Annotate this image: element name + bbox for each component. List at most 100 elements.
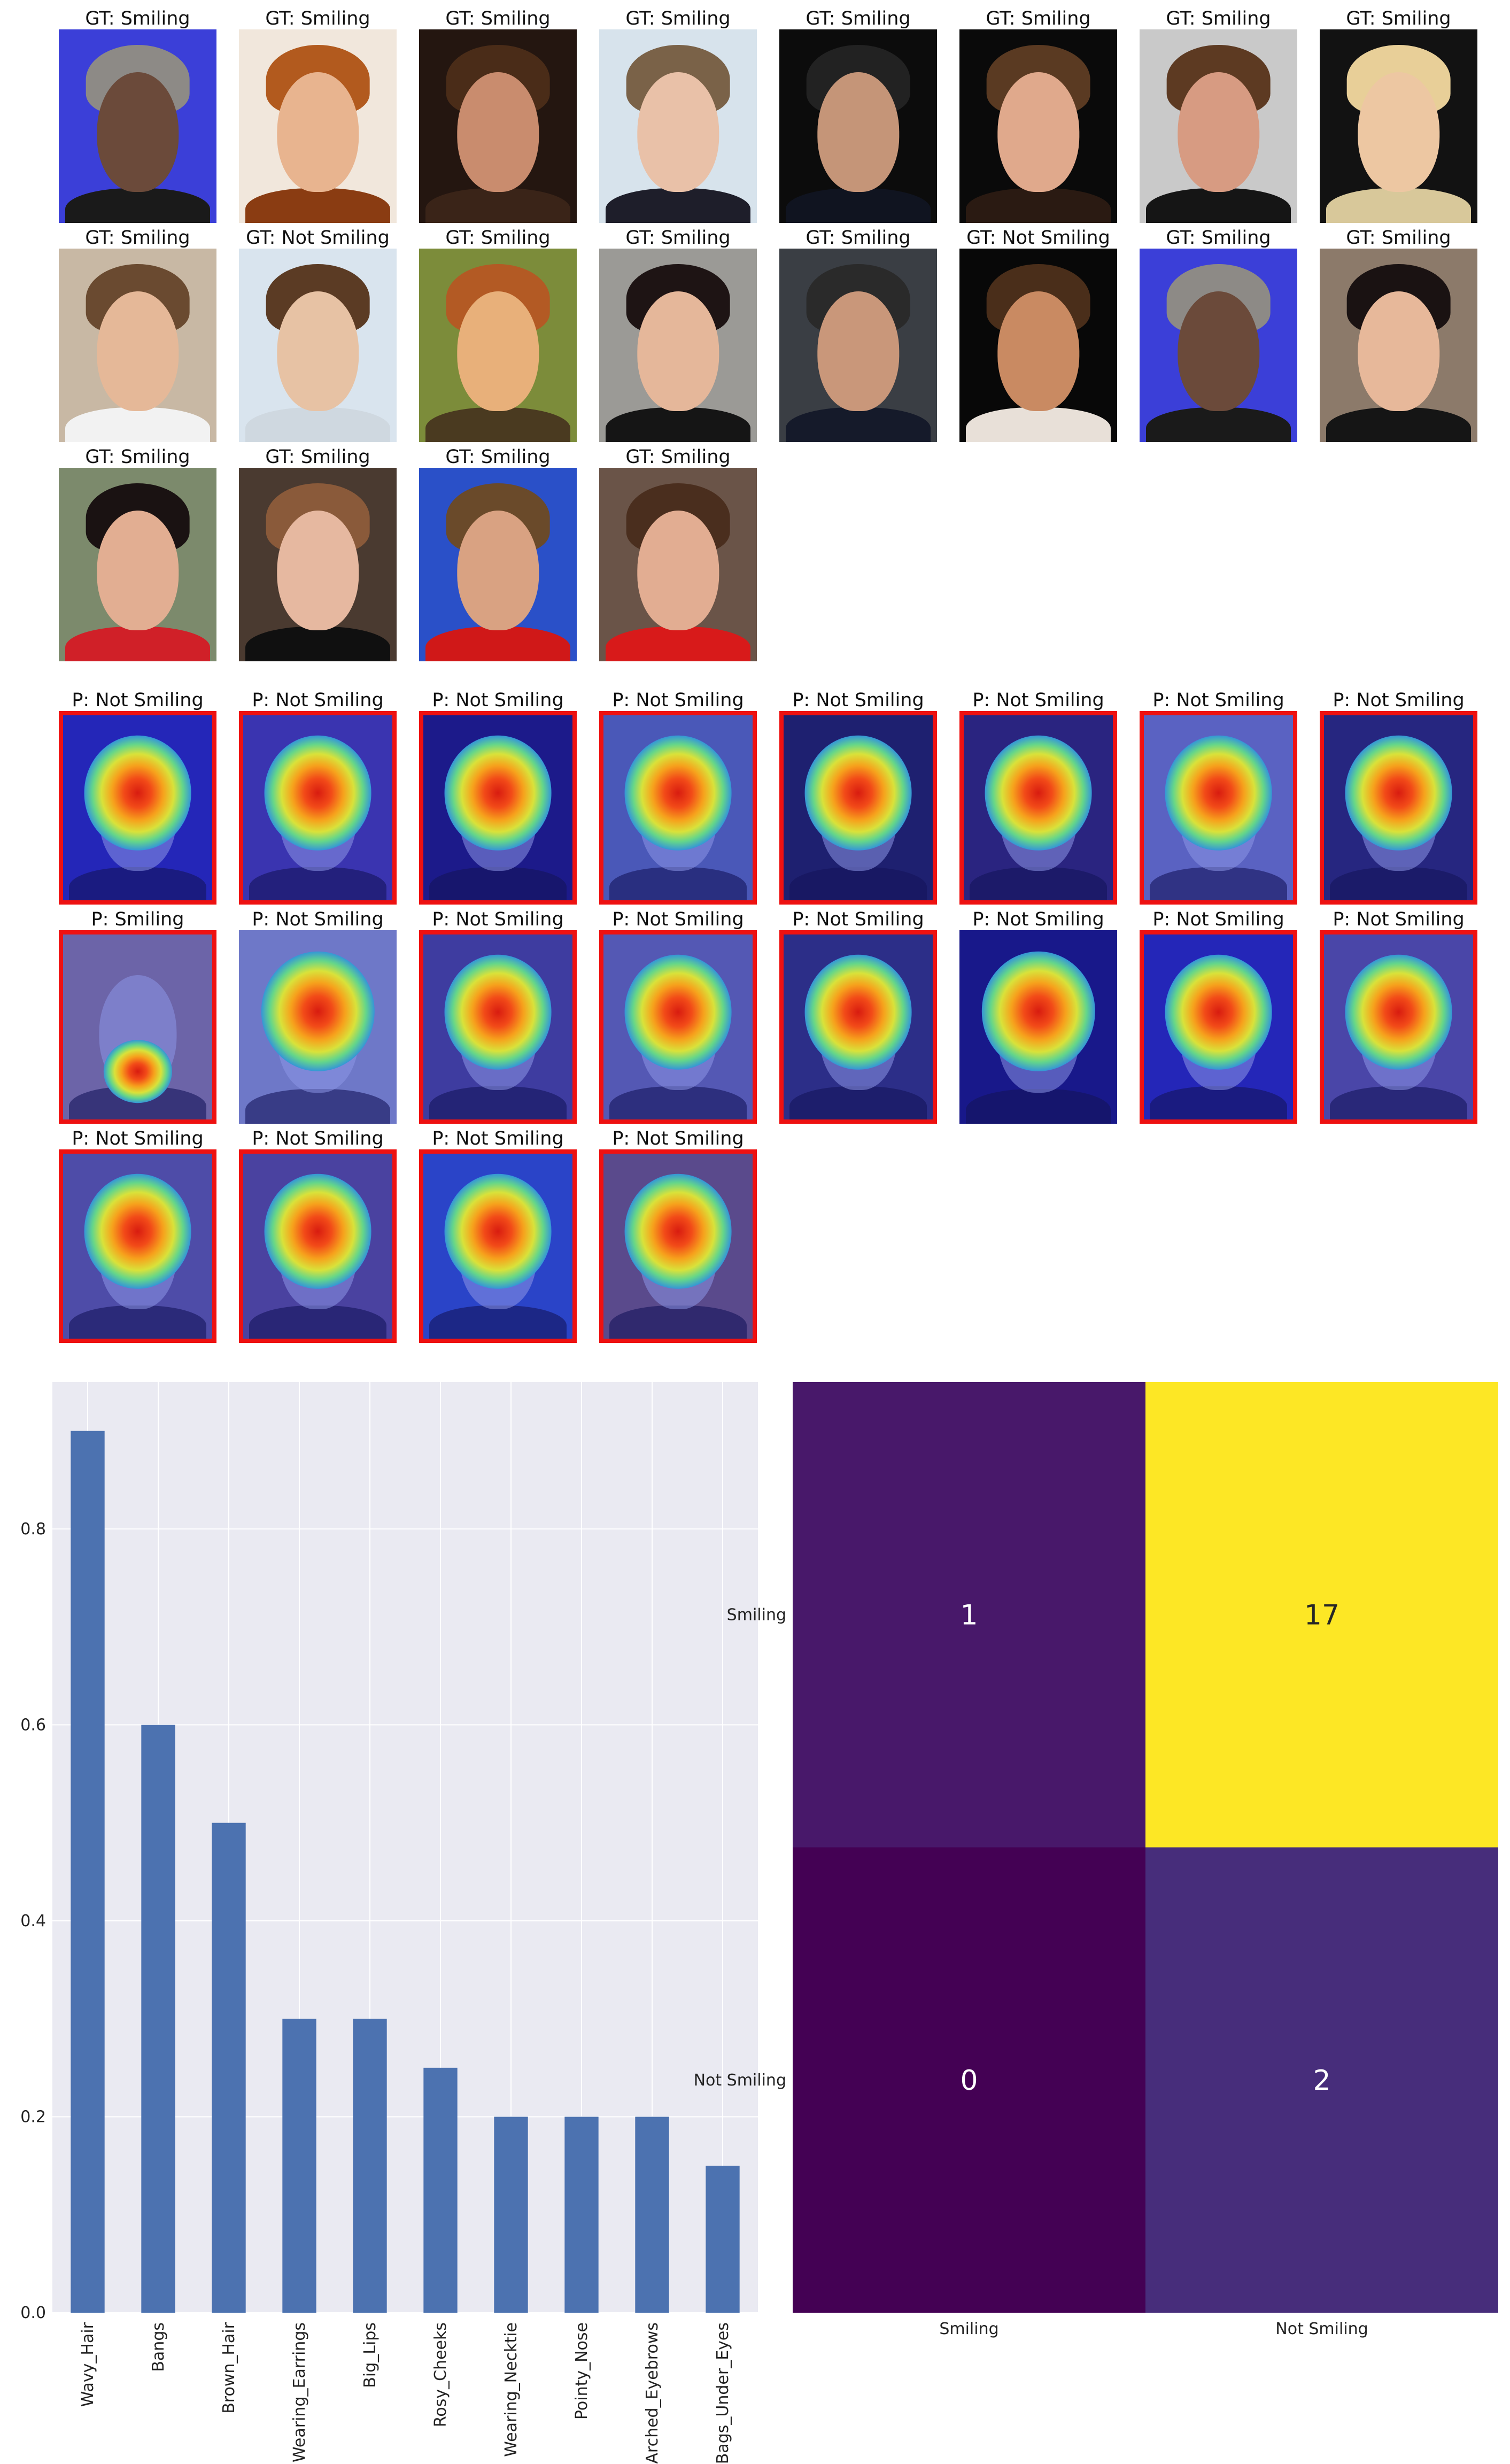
gradcam-heat-blob: [264, 736, 371, 851]
confusion-cell-value: 0: [960, 2065, 978, 2097]
pred-label: P: Not Smiling: [612, 690, 744, 711]
gradcam-heat-blob: [264, 1174, 371, 1289]
face-photo: [419, 29, 577, 223]
gt-label: GT: Smiling: [1346, 8, 1451, 29]
gt-label: GT: Smiling: [806, 227, 911, 249]
gt-tile: GT: Smiling: [419, 446, 577, 661]
gt-tile: GT: Smiling: [959, 8, 1117, 223]
gradcam-heat-blob: [1345, 736, 1452, 851]
gradcam-overlay-image: [1140, 711, 1297, 905]
gt-label: GT: Smiling: [625, 227, 731, 249]
x-tick-label: Rosy_Cheeks: [431, 2322, 450, 2427]
pred-label: P: Not Smiling: [792, 690, 924, 711]
gt-label: GT: Smiling: [806, 8, 911, 29]
bar-pointy-nose: [564, 2117, 599, 2313]
gt-label: GT: Smiling: [625, 446, 731, 468]
gradcam-overlay-image: [239, 930, 397, 1124]
gt-label: GT: Smiling: [265, 8, 370, 29]
confusion-cell: [793, 1382, 1145, 1848]
gt-tile: GT: Smiling: [779, 227, 937, 442]
gradcam-overlay-image: [239, 711, 397, 905]
gradcam-heat-blob: [624, 1174, 732, 1289]
pred-label: P: Not Smiling: [252, 690, 384, 711]
gt-tile: GT: Smiling: [779, 8, 937, 223]
gradcam-heat-blob: [1165, 736, 1272, 851]
gradcam-overlay-image: [419, 711, 577, 905]
gradcam-heat-blob: [804, 955, 912, 1070]
x-tick-label: Wavy_Hair: [79, 2322, 97, 2407]
gradcam-heat-blob: [624, 955, 732, 1070]
pred-label: P: Not Smiling: [432, 1128, 564, 1149]
gradcam-overlay-image: [239, 1149, 397, 1343]
confusion-cell: [793, 1847, 1145, 2313]
bar-bags-under-eyes: [706, 2166, 740, 2313]
pred-tile: P: Not Smiling: [1140, 909, 1297, 1124]
pred-label: P: Not Smiling: [972, 909, 1104, 930]
gt-label: GT: Smiling: [1166, 8, 1271, 29]
gt-tile: GT: Smiling: [599, 8, 757, 223]
pred-tile: P: Not Smiling: [59, 690, 216, 905]
x-tick-label: Wearing_Necktie: [502, 2322, 521, 2457]
gt-label: GT: Smiling: [625, 8, 731, 29]
gradcam-heat-blob: [1165, 955, 1272, 1070]
gt-tile: GT: Not Smiling: [239, 227, 397, 442]
pred-label: P: Not Smiling: [252, 1128, 384, 1149]
x-tick-label: Bags_Under_Eyes: [714, 2322, 732, 2464]
face-photo: [239, 29, 397, 223]
gt-tile: GT: Smiling: [59, 446, 216, 661]
pred-tile: P: Not Smiling: [599, 690, 757, 905]
gradcam-overlay-image: [1320, 711, 1477, 905]
pred-label: P: Smiling: [91, 909, 184, 930]
face-photo: [779, 249, 937, 442]
pred-label: P: Not Smiling: [1152, 909, 1284, 930]
pred-label: P: Not Smiling: [1152, 690, 1284, 711]
face-photo: [419, 249, 577, 442]
y-tick-label: 0.4: [20, 1912, 46, 1930]
x-tick-label: Arched_Eyebrows: [643, 2322, 662, 2464]
gt-tile: GT: Not Smiling: [959, 227, 1117, 442]
face-photo: [239, 468, 397, 661]
bar-wearing-necktie: [494, 2117, 528, 2313]
gt-tile: GT: Smiling: [239, 446, 397, 661]
face-photo: [1320, 249, 1477, 442]
row-label: Smiling: [727, 1605, 786, 1624]
gradcam-heat-blob: [84, 1174, 191, 1289]
pred-tile: P: Not Smiling: [1320, 690, 1477, 905]
gt-tile: GT: Smiling: [1140, 8, 1297, 223]
gradcam-heat-blob: [84, 736, 191, 851]
x-tick-label: Big_Lips: [361, 2322, 380, 2388]
gradcam-overlay-image: [1140, 930, 1297, 1124]
gradcam-heat-blob: [444, 1174, 552, 1289]
face-photo: [239, 249, 397, 442]
pred-label: P: Not Smiling: [432, 690, 564, 711]
gradcam-heat-blob: [981, 951, 1095, 1072]
gt-label: GT: Smiling: [85, 8, 190, 29]
gt-tile: GT: Smiling: [419, 227, 577, 442]
gradcam-heat-blob: [444, 736, 552, 851]
gradcam-heat-blob: [624, 736, 732, 851]
gt-label: GT: Smiling: [1166, 227, 1271, 249]
gt-label: GT: Smiling: [445, 446, 551, 468]
face-photo: [599, 468, 757, 661]
face-photo: [959, 249, 1117, 442]
pred-label: P: Not Smiling: [72, 690, 204, 711]
pred-tile: P: Not Smiling: [419, 909, 577, 1124]
pred-label: P: Not Smiling: [792, 909, 924, 930]
gradcam-overlay-image: [959, 711, 1117, 905]
gradcam-overlay-image: [419, 930, 577, 1124]
gt-tile: GT: Smiling: [239, 8, 397, 223]
pred-tile: P: Not Smiling: [239, 690, 397, 905]
y-tick-label: 0.8: [20, 1520, 46, 1539]
bar-rosy-cheeks: [423, 2067, 458, 2313]
gt-label: GT: Smiling: [85, 227, 190, 249]
gt-tile: GT: Smiling: [599, 227, 757, 442]
y-tick-label: 0.2: [20, 2107, 46, 2126]
pred-label: P: Not Smiling: [1333, 690, 1465, 711]
pred-tile: P: Not Smiling: [59, 1128, 216, 1343]
gt-tile: GT: Smiling: [1140, 227, 1297, 442]
pred-tile: P: Smiling: [59, 909, 216, 1124]
gradcam-overlay-image: [599, 1149, 757, 1343]
bar-wearing-earrings: [282, 2019, 316, 2313]
gt-label: GT: Smiling: [445, 8, 551, 29]
gt-tile: GT: Smiling: [1320, 8, 1477, 223]
